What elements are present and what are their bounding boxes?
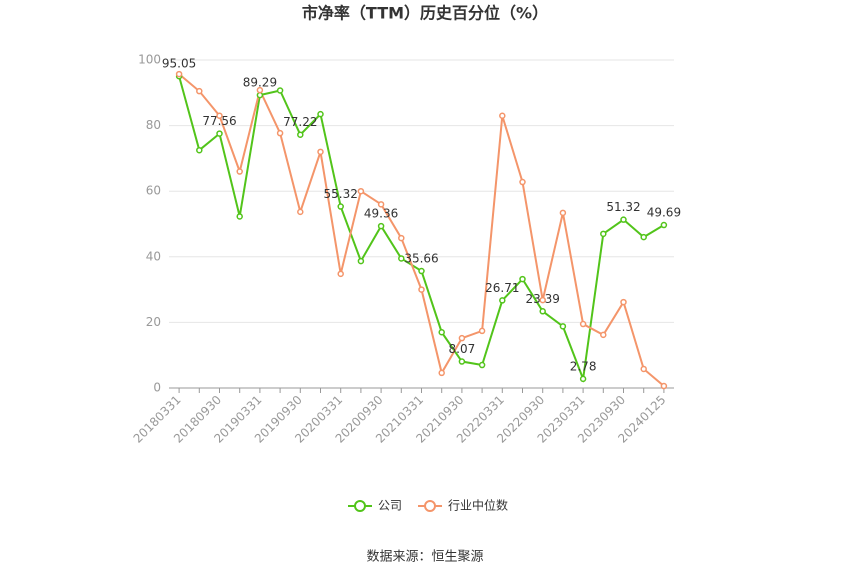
point <box>640 233 647 241</box>
y-tick-label: 60 <box>146 184 161 198</box>
point <box>357 257 365 265</box>
point <box>236 168 243 175</box>
point <box>519 275 526 283</box>
point <box>337 270 344 278</box>
point <box>377 222 385 230</box>
data-label: 2.78 <box>570 359 597 373</box>
point <box>660 221 668 229</box>
point <box>317 110 324 118</box>
point <box>600 331 607 339</box>
point <box>660 382 668 390</box>
point <box>539 308 546 315</box>
point <box>337 203 344 210</box>
data-label: 51.32 <box>606 200 640 214</box>
point <box>559 323 567 330</box>
legend-marker <box>354 500 366 512</box>
y-tick-label: 0 <box>153 381 161 395</box>
point <box>499 112 506 120</box>
point <box>559 209 567 217</box>
y-tick-label: 80 <box>146 118 161 132</box>
data-label: 77.56 <box>202 114 236 128</box>
point <box>398 234 405 242</box>
point <box>600 230 607 238</box>
point <box>579 375 587 383</box>
point <box>519 178 526 186</box>
point <box>438 328 445 336</box>
y-tick-label: 20 <box>146 315 161 329</box>
legend-label: 行业中位数 <box>448 498 508 513</box>
y-tick-label: 40 <box>146 249 161 263</box>
point <box>216 112 223 120</box>
chart-title: 市净率（TTM）历史百分位（%） <box>302 4 548 23</box>
point <box>256 86 264 94</box>
point <box>357 187 365 195</box>
point <box>478 327 486 335</box>
point <box>377 201 385 208</box>
point <box>438 369 445 377</box>
point <box>276 87 284 94</box>
data-label: 49.36 <box>364 207 398 221</box>
source: 数据来源：恒生聚源 <box>366 550 483 565</box>
data-label: 55.32 <box>324 187 358 201</box>
point <box>458 334 466 342</box>
data-label: 26.71 <box>485 281 519 295</box>
point <box>620 216 627 223</box>
point <box>539 296 546 304</box>
data-label: 35.66 <box>404 252 438 266</box>
data-label: 95.05 <box>162 57 196 71</box>
point <box>276 129 284 137</box>
point <box>236 213 243 220</box>
point <box>196 87 203 95</box>
point <box>297 131 304 138</box>
point <box>317 148 324 156</box>
data-label: 8.07 <box>449 342 476 356</box>
point <box>620 298 627 306</box>
point <box>579 320 587 328</box>
point <box>297 208 304 216</box>
point <box>478 361 486 369</box>
data-label: 89.29 <box>243 76 277 90</box>
point <box>196 146 203 154</box>
legend-marker <box>424 500 437 512</box>
point <box>398 255 405 262</box>
point <box>418 286 425 293</box>
point <box>175 70 183 78</box>
point <box>418 267 425 275</box>
point <box>640 365 647 373</box>
point <box>458 358 466 365</box>
point <box>216 130 223 137</box>
data-label: 49.69 <box>647 206 681 220</box>
legend-label: 公司 <box>378 499 402 513</box>
y-tick-label: 100 <box>138 53 161 67</box>
series-line <box>178 73 665 387</box>
data-label: 77.22 <box>283 115 317 129</box>
point <box>499 297 506 304</box>
